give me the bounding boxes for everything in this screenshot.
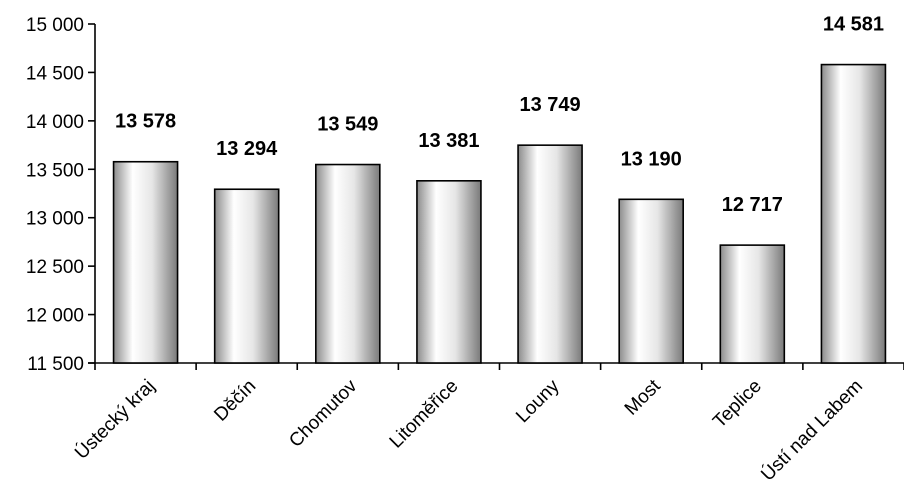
- data-label: 13 549: [317, 114, 378, 136]
- bar: [315, 163, 381, 364]
- category-label: Most: [621, 375, 665, 419]
- y-tick-label: 15 000: [26, 15, 84, 36]
- data-label: 13 190: [621, 148, 682, 170]
- category-label: Chomutov: [285, 375, 361, 451]
- y-tick-label: 12 500: [26, 257, 84, 278]
- data-labels: 13 578 13 294 13 549 13 381 13 749 13 190 12 7…: [115, 14, 884, 217]
- bar: [719, 244, 786, 364]
- y-tick-label: 11 500: [27, 354, 84, 375]
- data-label: 12 717: [722, 194, 783, 216]
- y-tick-label: 12 000: [26, 306, 84, 327]
- bar: [112, 160, 179, 364]
- category-label: Litoměřice: [386, 376, 463, 453]
- category-label: Ústí nad Labem: [757, 375, 867, 485]
- data-label: 13 578: [115, 111, 176, 133]
- bar: [517, 144, 583, 364]
- bar: [820, 63, 887, 364]
- category-label: Děčín: [210, 376, 260, 426]
- category-label: Teplice: [709, 376, 766, 433]
- bar: [416, 180, 482, 364]
- data-label: 13 294: [216, 138, 278, 160]
- y-tick-label: 13 500: [26, 160, 84, 181]
- x-axis: [88, 362, 904, 370]
- y-tick-label: 14 000: [26, 112, 84, 133]
- y-axis: 11 500 12 000 12 500 13 000 13 500 14 000 14 5…: [26, 15, 96, 375]
- category-label: Louny: [512, 375, 564, 427]
- data-label: 13 381: [418, 130, 479, 152]
- y-tick-label: 13 000: [26, 209, 84, 230]
- category-labels: Ústecký kraj Děčín Chomutov Litoměřice Louny…: [70, 375, 867, 485]
- category-label: Ústecký kraj: [70, 375, 159, 464]
- bars: [112, 63, 887, 364]
- data-label: 13 749: [519, 94, 580, 116]
- data-label: 14 581: [823, 14, 884, 36]
- bar: [213, 188, 280, 364]
- y-tick-label: 14 500: [26, 63, 84, 84]
- bar: [618, 198, 684, 364]
